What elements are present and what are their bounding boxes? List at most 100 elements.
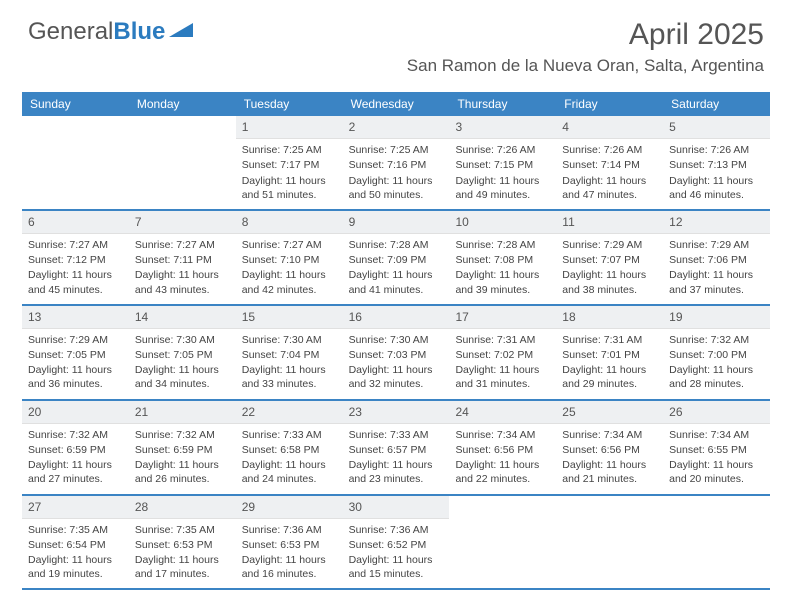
day-number: 25	[556, 401, 663, 424]
daylight-text: Daylight: 11 hours and 29 minutes.	[562, 363, 657, 391]
day-cell: 11Sunrise: 7:29 AMSunset: 7:07 PMDayligh…	[556, 211, 663, 304]
day-cell: 9Sunrise: 7:28 AMSunset: 7:09 PMDaylight…	[343, 211, 450, 304]
daylight-text: Daylight: 11 hours and 16 minutes.	[242, 553, 337, 581]
day-number: 27	[22, 496, 129, 519]
day-cell: 15Sunrise: 7:30 AMSunset: 7:04 PMDayligh…	[236, 306, 343, 399]
day-cell: 14Sunrise: 7:30 AMSunset: 7:05 PMDayligh…	[129, 306, 236, 399]
calendar: SundayMondayTuesdayWednesdayThursdayFrid…	[22, 92, 770, 590]
daylight-text: Daylight: 11 hours and 23 minutes.	[349, 458, 444, 486]
sunrise-text: Sunrise: 7:31 AM	[562, 333, 657, 347]
daylight-text: Daylight: 11 hours and 36 minutes.	[28, 363, 123, 391]
daylight-text: Daylight: 11 hours and 46 minutes.	[669, 174, 764, 202]
day-body: Sunrise: 7:34 AMSunset: 6:55 PMDaylight:…	[663, 424, 770, 494]
sunrise-text: Sunrise: 7:36 AM	[349, 523, 444, 537]
daylight-text: Daylight: 11 hours and 20 minutes.	[669, 458, 764, 486]
day-body: Sunrise: 7:34 AMSunset: 6:56 PMDaylight:…	[556, 424, 663, 494]
day-number: 20	[22, 401, 129, 424]
sunset-text: Sunset: 6:53 PM	[135, 538, 230, 552]
sunset-text: Sunset: 7:02 PM	[455, 348, 550, 362]
day-cell	[663, 496, 770, 589]
day-cell: 3Sunrise: 7:26 AMSunset: 7:15 PMDaylight…	[449, 116, 556, 209]
day-cell	[129, 116, 236, 209]
sunrise-text: Sunrise: 7:28 AM	[455, 238, 550, 252]
week-row: 20Sunrise: 7:32 AMSunset: 6:59 PMDayligh…	[22, 401, 770, 494]
day-number: 21	[129, 401, 236, 424]
sunset-text: Sunset: 7:17 PM	[242, 158, 337, 172]
day-body: Sunrise: 7:25 AMSunset: 7:16 PMDaylight:…	[343, 139, 450, 209]
day-cell: 24Sunrise: 7:34 AMSunset: 6:56 PMDayligh…	[449, 401, 556, 494]
sunset-text: Sunset: 7:01 PM	[562, 348, 657, 362]
day-cell: 20Sunrise: 7:32 AMSunset: 6:59 PMDayligh…	[22, 401, 129, 494]
sunset-text: Sunset: 7:05 PM	[135, 348, 230, 362]
day-number: 8	[236, 211, 343, 234]
day-cell: 8Sunrise: 7:27 AMSunset: 7:10 PMDaylight…	[236, 211, 343, 304]
daylight-text: Daylight: 11 hours and 27 minutes.	[28, 458, 123, 486]
day-body: Sunrise: 7:32 AMSunset: 6:59 PMDaylight:…	[22, 424, 129, 494]
sunset-text: Sunset: 6:54 PM	[28, 538, 123, 552]
day-body: Sunrise: 7:31 AMSunset: 7:01 PMDaylight:…	[556, 329, 663, 399]
day-number: 16	[343, 306, 450, 329]
sunrise-text: Sunrise: 7:28 AM	[349, 238, 444, 252]
day-number	[449, 496, 556, 518]
header: GeneralBlue April 2025 San Ramon de la N…	[0, 0, 792, 84]
sunrise-text: Sunrise: 7:34 AM	[562, 428, 657, 442]
weekday-header: Monday	[129, 92, 236, 116]
sunset-text: Sunset: 7:05 PM	[28, 348, 123, 362]
day-cell: 5Sunrise: 7:26 AMSunset: 7:13 PMDaylight…	[663, 116, 770, 209]
sunset-text: Sunset: 7:12 PM	[28, 253, 123, 267]
daylight-text: Daylight: 11 hours and 22 minutes.	[455, 458, 550, 486]
sunrise-text: Sunrise: 7:27 AM	[135, 238, 230, 252]
day-body: Sunrise: 7:30 AMSunset: 7:04 PMDaylight:…	[236, 329, 343, 399]
sunrise-text: Sunrise: 7:32 AM	[669, 333, 764, 347]
day-cell: 4Sunrise: 7:26 AMSunset: 7:14 PMDaylight…	[556, 116, 663, 209]
day-number: 7	[129, 211, 236, 234]
sunset-text: Sunset: 6:56 PM	[455, 443, 550, 457]
day-cell: 30Sunrise: 7:36 AMSunset: 6:52 PMDayligh…	[343, 496, 450, 589]
sunset-text: Sunset: 6:58 PM	[242, 443, 337, 457]
day-number: 1	[236, 116, 343, 139]
day-cell: 2Sunrise: 7:25 AMSunset: 7:16 PMDaylight…	[343, 116, 450, 209]
daylight-text: Daylight: 11 hours and 41 minutes.	[349, 268, 444, 296]
day-body: Sunrise: 7:32 AMSunset: 6:59 PMDaylight:…	[129, 424, 236, 494]
day-body: Sunrise: 7:29 AMSunset: 7:06 PMDaylight:…	[663, 234, 770, 304]
day-body: Sunrise: 7:27 AMSunset: 7:11 PMDaylight:…	[129, 234, 236, 304]
sunset-text: Sunset: 7:04 PM	[242, 348, 337, 362]
day-body: Sunrise: 7:29 AMSunset: 7:05 PMDaylight:…	[22, 329, 129, 399]
day-number: 30	[343, 496, 450, 519]
day-cell: 25Sunrise: 7:34 AMSunset: 6:56 PMDayligh…	[556, 401, 663, 494]
day-cell: 23Sunrise: 7:33 AMSunset: 6:57 PMDayligh…	[343, 401, 450, 494]
logo-triangle-icon	[169, 18, 195, 46]
day-body: Sunrise: 7:35 AMSunset: 6:53 PMDaylight:…	[129, 519, 236, 589]
sunset-text: Sunset: 7:16 PM	[349, 158, 444, 172]
logo: GeneralBlue	[28, 18, 195, 46]
day-cell	[556, 496, 663, 589]
sunrise-text: Sunrise: 7:30 AM	[349, 333, 444, 347]
day-cell: 1Sunrise: 7:25 AMSunset: 7:17 PMDaylight…	[236, 116, 343, 209]
day-number: 12	[663, 211, 770, 234]
daylight-text: Daylight: 11 hours and 34 minutes.	[135, 363, 230, 391]
sunset-text: Sunset: 6:57 PM	[349, 443, 444, 457]
sunrise-text: Sunrise: 7:31 AM	[455, 333, 550, 347]
daylight-text: Daylight: 11 hours and 38 minutes.	[562, 268, 657, 296]
sunrise-text: Sunrise: 7:26 AM	[669, 143, 764, 157]
day-body: Sunrise: 7:30 AMSunset: 7:03 PMDaylight:…	[343, 329, 450, 399]
day-cell: 10Sunrise: 7:28 AMSunset: 7:08 PMDayligh…	[449, 211, 556, 304]
daylight-text: Daylight: 11 hours and 21 minutes.	[562, 458, 657, 486]
day-number: 3	[449, 116, 556, 139]
day-number: 14	[129, 306, 236, 329]
sunset-text: Sunset: 7:10 PM	[242, 253, 337, 267]
sunrise-text: Sunrise: 7:33 AM	[349, 428, 444, 442]
day-number: 29	[236, 496, 343, 519]
day-number	[129, 116, 236, 138]
daylight-text: Daylight: 11 hours and 45 minutes.	[28, 268, 123, 296]
sunrise-text: Sunrise: 7:27 AM	[242, 238, 337, 252]
daylight-text: Daylight: 11 hours and 50 minutes.	[349, 174, 444, 202]
day-cell: 29Sunrise: 7:36 AMSunset: 6:53 PMDayligh…	[236, 496, 343, 589]
day-number	[22, 116, 129, 138]
day-cell: 28Sunrise: 7:35 AMSunset: 6:53 PMDayligh…	[129, 496, 236, 589]
daylight-text: Daylight: 11 hours and 15 minutes.	[349, 553, 444, 581]
day-body: Sunrise: 7:35 AMSunset: 6:54 PMDaylight:…	[22, 519, 129, 589]
sunset-text: Sunset: 7:09 PM	[349, 253, 444, 267]
weekday-header: Wednesday	[343, 92, 450, 116]
day-cell: 22Sunrise: 7:33 AMSunset: 6:58 PMDayligh…	[236, 401, 343, 494]
